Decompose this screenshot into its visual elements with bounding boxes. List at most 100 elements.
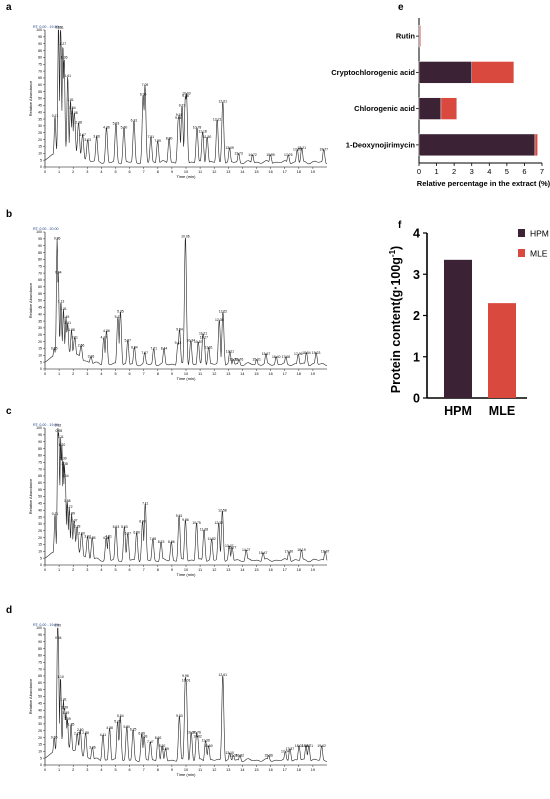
y-tick-label: 45 <box>38 502 42 506</box>
peak-label: 2.11 <box>72 335 78 339</box>
x-tick-label: 14 <box>240 170 244 174</box>
x-tick-label: 15 <box>254 768 258 772</box>
x-tick-label: 18 <box>297 372 301 376</box>
y-tick-label: 30 <box>38 326 42 330</box>
peak-label: 4.17 <box>100 336 107 340</box>
peak-label: 14.72 <box>248 153 257 157</box>
x-tick-label: 19 <box>311 568 315 572</box>
peak-label: 5.03 <box>113 121 120 125</box>
y-tick-label: 85 <box>38 647 42 651</box>
peak-label: 1.44 <box>62 474 69 478</box>
peak-label: 4.36 <box>103 329 110 333</box>
peak-label: 13.36 <box>229 754 238 758</box>
peak-label: 5.87 <box>124 532 131 536</box>
peak-label: 13.11 <box>226 349 234 353</box>
y-axis-label: Protein content(g·100g-1) <box>388 246 403 393</box>
y-tick-label: 60 <box>38 285 42 289</box>
x-tick-label: 3 <box>86 372 88 376</box>
y-tick-label: 20 <box>38 138 42 142</box>
peak-label: 17.89 <box>293 147 302 151</box>
peak-label: 1.61 <box>64 321 71 325</box>
y-tick-label: 80 <box>38 56 42 60</box>
x-tick-label: 7 <box>143 568 145 572</box>
peak-label: 1.89 <box>68 512 75 516</box>
x-tick-label: 5 <box>114 170 116 174</box>
peak-label: 2.56 <box>78 343 85 347</box>
peak-label: 5.80 <box>123 725 130 729</box>
panel-letter-d: d <box>6 605 12 616</box>
peak-label: 7.09 <box>142 83 149 87</box>
x-tick-label: 3 <box>86 768 88 772</box>
peak-label: 9.51 <box>176 113 183 117</box>
y-tick-label: 5 <box>40 556 42 560</box>
x-tick-label: MLE <box>489 404 515 418</box>
x-tick-label: 12 <box>212 170 216 174</box>
peak-label: 11.61 <box>205 345 213 349</box>
x-tick-label: 10 <box>184 372 188 376</box>
peak-label: 8.44 <box>161 347 168 351</box>
x-tick-label: 18 <box>297 768 301 772</box>
x-tick-label: 16 <box>268 568 272 572</box>
x-tick-label: 6 <box>129 768 131 772</box>
x-axis-label: Time (min) <box>177 174 197 179</box>
panel-letter-c: c <box>6 406 12 417</box>
x-tick-label: 3 <box>86 568 88 572</box>
x-tick-label: 4 <box>100 568 102 572</box>
y-tick-label: 90 <box>38 244 42 248</box>
y-tick-label: 35 <box>38 715 42 719</box>
x-tick-label: 13 <box>226 768 230 772</box>
y-tick-label: 10 <box>38 354 42 358</box>
chromatogram-trace <box>44 427 328 563</box>
peak-label: 2.07 <box>71 519 78 523</box>
x-tick-label: 15 <box>254 372 258 376</box>
x-tick-label: 10 <box>184 170 188 174</box>
peak-label: 5.03 <box>113 525 120 529</box>
peak-label: 12.61 <box>219 99 228 103</box>
y-tick-label: 60 <box>38 481 42 485</box>
peak-label: 1.72 <box>66 505 73 509</box>
x-tick-label: 5 <box>114 568 116 572</box>
peak-label: 14.27 <box>242 548 251 552</box>
x-tick-label: 1 <box>58 170 60 174</box>
peak-label: 9.43 <box>175 341 182 345</box>
peak-label: 1.39 <box>61 706 68 710</box>
peak-label: 10.82 <box>193 734 202 738</box>
peak-label: 15.01 <box>252 358 261 362</box>
y-tick-label: 5 <box>40 158 42 162</box>
x-tick-label: 17 <box>283 372 287 376</box>
y-tick-label: 0 <box>40 165 42 169</box>
x-tick-label: 4 <box>100 372 102 376</box>
x-tick-label: 7 <box>540 167 544 176</box>
x-tick-label: 19 <box>311 768 315 772</box>
x-tick-label: 9 <box>171 170 173 174</box>
x-tick-label: 5 <box>114 768 116 772</box>
peak-label: 1.10 <box>57 675 64 679</box>
peak-label: 18.19 <box>297 548 306 552</box>
peak-label: 1.49 <box>63 711 70 715</box>
peak-label: 2.67 <box>79 133 86 137</box>
peak-label: 17.30 <box>285 550 294 554</box>
peak-label: 6.86 <box>138 732 145 736</box>
peak-label: 19.77 <box>320 147 329 151</box>
x-tick-label: 16 <box>268 372 272 376</box>
bar-hpm <box>418 61 472 84</box>
peak-label: 10.75 <box>192 521 201 525</box>
bar-mle <box>419 25 421 48</box>
y-tick-label: 75 <box>38 660 42 664</box>
peak-label: 19.62 <box>317 744 326 748</box>
peak-label: 8.23 <box>158 540 165 544</box>
y-tick-label: 55 <box>38 688 42 692</box>
peak-label: 7.65 <box>150 537 157 541</box>
peak-label: 9.53 <box>176 714 183 718</box>
x-tick-label: 9 <box>171 768 173 772</box>
peak-label: 18.02 <box>295 744 304 748</box>
peak-label: 0.94 <box>55 636 62 640</box>
x-tick-label: 8 <box>157 768 159 772</box>
y-tick-label: 45 <box>38 104 42 108</box>
y-tick-label: 30 <box>38 722 42 726</box>
peak-label: 2.38 <box>75 121 82 125</box>
peak-label: 3.02 <box>84 534 91 538</box>
peak-label: 1.59 <box>64 717 71 721</box>
peak-label: 17.37 <box>286 747 295 751</box>
